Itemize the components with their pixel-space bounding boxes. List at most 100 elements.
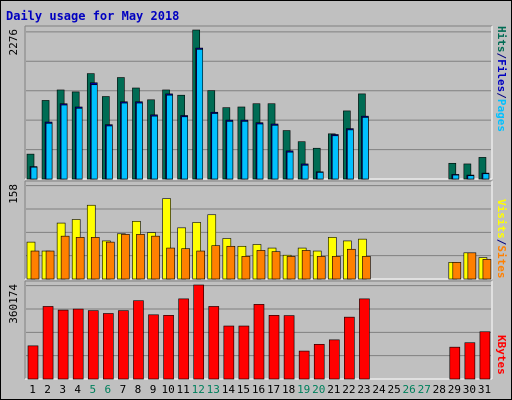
sites-bar [166,247,175,280]
day-tick-label: 8 [135,383,142,396]
kbytes-bar [344,316,355,380]
sites-bar [482,259,492,280]
day-tick-label: 31 [478,383,491,396]
visits-legend-part: Visits [495,199,508,239]
hits-legend-part: Pages [495,99,508,132]
sites-bar [121,234,130,280]
day-tick-label: 30 [463,383,476,396]
day-tick-label: 15 [237,383,250,396]
day-tick-label: 28 [433,383,446,396]
kbytes-bar [464,342,476,380]
sites-bar [271,251,281,280]
sites-bar [331,256,341,280]
visits-ymax-label: 158 [7,184,20,204]
kbytes-bar [133,300,144,380]
day-tick-label: 27 [418,383,431,396]
pages-bar [136,102,143,180]
day-tick-label: 10 [161,383,174,396]
day-tick-label: 11 [177,383,190,396]
visits-legend-part: / [495,239,508,246]
pages-bar [301,164,309,180]
sites-bar [90,237,100,280]
pages-bar [467,175,475,180]
sites-bar [30,250,40,280]
pages-bar [271,125,279,180]
hits-legend-part: Hits [495,26,508,53]
pages-bar [362,117,369,180]
kbytes-bar [253,304,265,380]
sites-bar [151,235,160,280]
day-tick-label: 3 [59,383,66,396]
hits-ymax-label: 2276 [7,29,20,56]
pages-bar [286,151,294,180]
sites-bar [196,250,206,280]
sites-bar [256,250,266,280]
sites-bar [301,250,311,280]
kbytes-bar [57,309,69,380]
kbytes-bar [42,306,54,380]
day-tick-label: 22 [342,383,355,396]
kbytes-bar [223,325,235,380]
sites-bar [75,237,85,280]
day-tick-label: 2 [44,383,51,396]
sites-bar [362,256,371,280]
day-tick-label: 7 [120,383,127,396]
sites-bar [136,234,145,280]
pages-bar [90,84,98,180]
kbytes-bar [118,310,129,380]
pages-bar [241,121,249,180]
day-tick-label: 4 [74,383,81,396]
sites-bar [45,250,55,280]
kbytes-ymax-label: 360174 [7,284,20,324]
kbytes-bar [148,314,159,380]
day-tick-label: 21 [327,383,340,396]
sites-bar [60,235,70,280]
sites-bar [347,248,356,280]
sites-bar [286,256,296,280]
kbytes-bar [313,343,325,380]
sites-bar [211,245,221,280]
kbytes-bar [208,306,220,380]
pages-bar [347,129,354,180]
day-tick-label: 6 [105,383,112,396]
sites-bar [241,256,251,280]
sites-bar [316,256,326,280]
pages-bar [196,49,204,180]
pages-bar [482,173,490,180]
sites-bar [106,241,115,280]
day-tick-label: 17 [267,383,280,396]
kbytes-bar [163,315,174,380]
pages-bar [452,174,460,180]
day-tick-label: 26 [403,383,416,396]
kbytes-bar [72,308,84,380]
day-tick-label: 9 [150,383,157,396]
day-tick-label: 5 [89,383,96,396]
hits-legend: Hits/Files/Pages [495,26,508,132]
day-tick-label: 29 [448,383,461,396]
kbytes-bar [328,339,340,380]
day-tick-label: 23 [357,383,370,396]
kbytes-legend: KBytes [495,335,508,375]
pages-bar [75,107,83,180]
pages-bar [60,104,68,180]
pages-bar [151,115,158,180]
kbytes-bar [193,284,205,380]
kbytes-bar [298,350,310,380]
sites-bar [467,252,477,280]
pages-bar [45,123,53,180]
hits-legend-part: / [495,53,508,60]
visits-legend-part: Sites [495,245,508,278]
pages-bar [316,172,324,180]
hits-legend-part: Files [495,59,508,92]
kbytes-bar [178,298,189,380]
kbytes-bar [87,310,99,380]
day-tick-label: 20 [312,383,325,396]
sites-bar [181,248,190,280]
day-tick-label: 14 [222,383,236,396]
pages-bar [121,102,128,180]
pages-bar [106,125,113,180]
pages-bar [331,135,339,180]
kbytes-bar [359,298,370,380]
